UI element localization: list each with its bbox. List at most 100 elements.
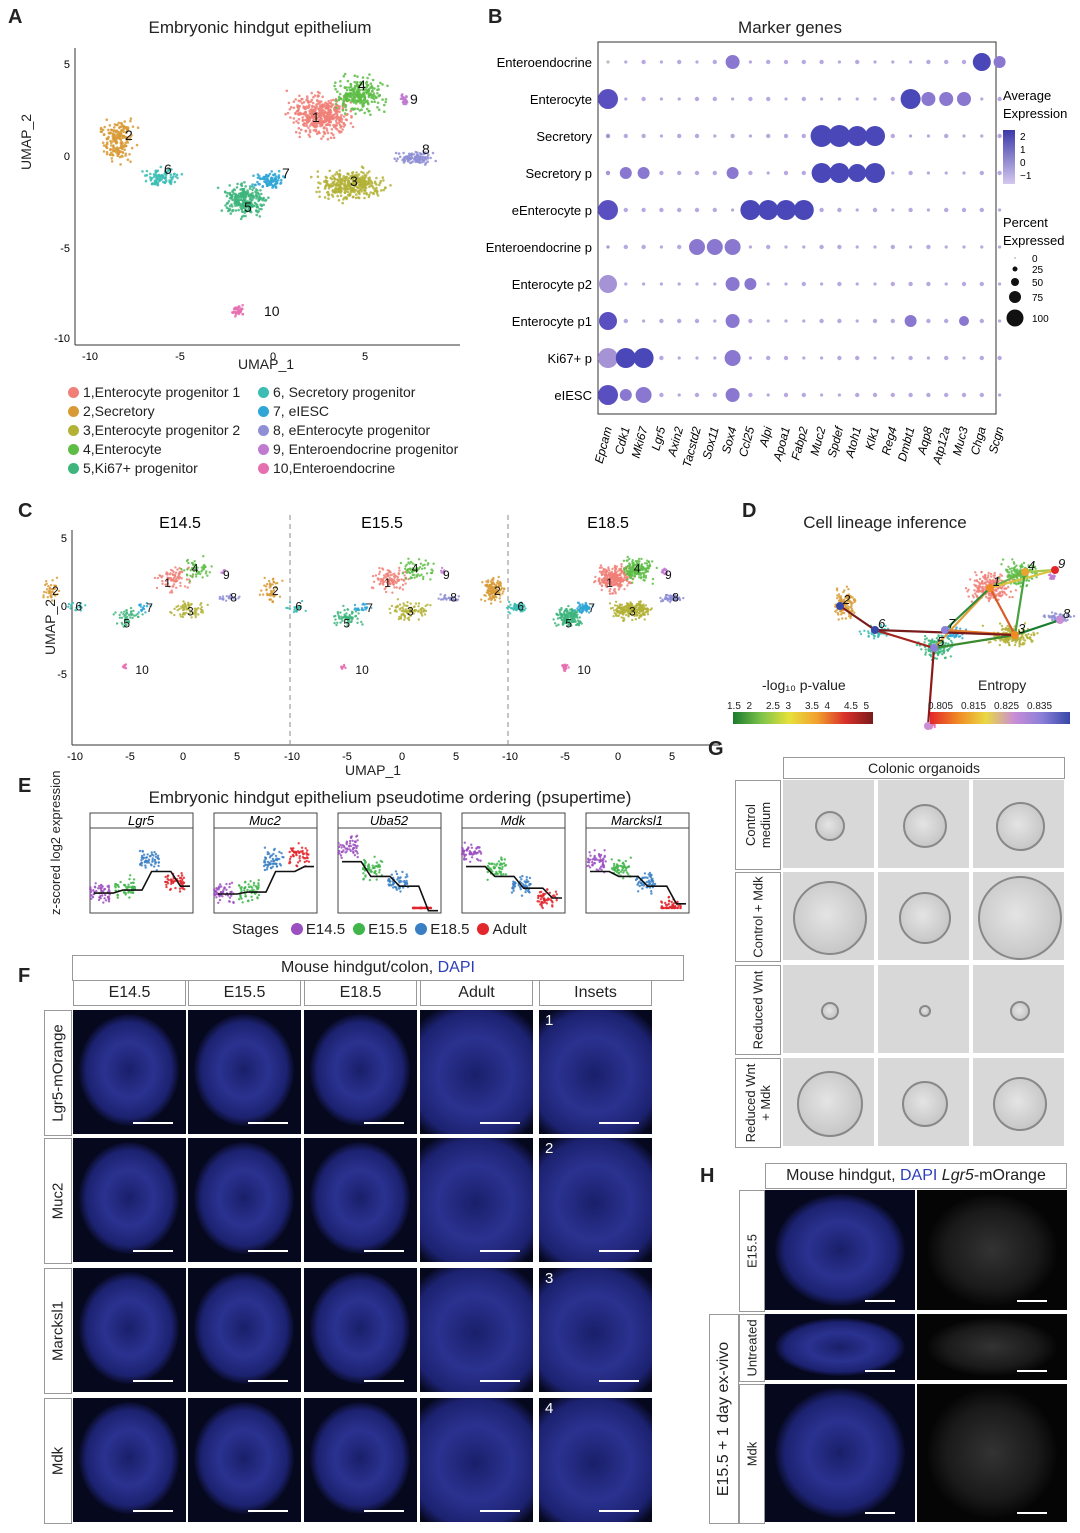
panel-d-label: D	[742, 500, 757, 522]
legend-item: 9, Enteroendocrine progenitor	[258, 441, 458, 457]
dotplot-dot	[694, 170, 700, 176]
inset-number: 3	[545, 1270, 554, 1287]
panel-h-group-text: E15.5 + 1 day ex-vivo	[715, 1341, 732, 1497]
dotplot-dot	[921, 92, 936, 106]
dotplot-dot	[837, 281, 842, 287]
dotplot-dot	[659, 392, 664, 398]
panel-f-dapi: DAPI	[437, 959, 475, 976]
dotplot-dot	[891, 208, 895, 212]
legend-pct-title: Expressed	[1003, 233, 1064, 248]
dotplot-dot	[837, 318, 842, 324]
dotplot-dot	[872, 207, 878, 213]
dotplot-dot	[890, 133, 895, 139]
dotplot-dot	[783, 59, 789, 65]
gene-title: Lgr5	[128, 813, 155, 828]
stage-dot-icon	[477, 923, 490, 935]
cluster-number: 4	[358, 77, 366, 93]
dotplot-dot	[776, 200, 796, 220]
dotplot-dot	[944, 245, 948, 249]
cluster-number: 4	[1028, 558, 1035, 573]
dotplot-dot	[962, 171, 966, 175]
stages-label: Stages	[232, 921, 283, 938]
dotplot-dot	[802, 319, 806, 323]
dotplot-dot	[997, 133, 1002, 139]
dotplot-dot	[909, 60, 913, 64]
scale-bar	[480, 1380, 520, 1382]
dotplot-dot	[961, 281, 967, 287]
dotplot-dot	[784, 282, 788, 286]
dotplot-dot	[659, 282, 663, 286]
dotplot-dot	[623, 244, 628, 250]
legend-label: 8, eEnterocyte progenitor	[273, 422, 431, 438]
dotplot-dot	[873, 282, 877, 286]
panel-f-header: Mouse hindgut/colon, DAPI	[72, 955, 684, 981]
panel-f-row-text: Lgr5-mOrange	[49, 1024, 67, 1122]
cluster-number: 8	[422, 141, 430, 157]
cluster-number: 2	[494, 584, 501, 598]
dotplot-dot	[972, 53, 991, 71]
scale-bar	[364, 1380, 404, 1382]
dotplot-dot	[891, 356, 895, 360]
panel-g-header: Colonic organoids	[783, 757, 1065, 779]
dotplot-dot	[890, 318, 895, 324]
dotplot-dot	[784, 319, 788, 323]
dotplot-dot	[944, 171, 948, 175]
dotplot-dot	[962, 245, 966, 249]
panel-h-suffix: -mOrange	[973, 1167, 1046, 1184]
dotplot-dot	[979, 281, 984, 287]
dotplot-dot	[659, 245, 663, 249]
pval-tick: 2.5	[766, 701, 780, 712]
cluster-number: 3	[629, 605, 636, 619]
panel-h-header: Mouse hindgut, DAPI Lgr5-mOrange	[765, 1163, 1067, 1189]
scale-bar	[248, 1380, 288, 1382]
gene-label: Alpi	[756, 425, 775, 449]
dotplot-dot	[801, 281, 806, 287]
dotplot-dot	[819, 59, 824, 65]
lgr5-channel-image	[917, 1190, 1067, 1310]
dotplot-dot	[979, 318, 984, 324]
panel-e-title: Embryonic hindgut epithelium pseudotime …	[148, 788, 632, 807]
dotplot-dot	[748, 96, 753, 102]
dotplot-dot	[783, 355, 789, 361]
dotplot-dot	[641, 207, 646, 213]
dotplot-dot	[855, 392, 860, 398]
dotplot-row-label: Enterocyte p1	[512, 314, 592, 329]
cluster-number: 10	[355, 663, 369, 677]
dotplot-dot	[908, 392, 913, 398]
panel-h-lgr5: Lgr5	[941, 1167, 974, 1184]
organoid-image	[783, 965, 874, 1053]
cluster-number: 2	[842, 592, 851, 607]
legend-dot-icon	[258, 444, 269, 455]
dotplot-dot	[633, 348, 654, 368]
legend-dot-icon	[68, 444, 79, 455]
legend-label: 1,Enterocyte progenitor 1	[83, 384, 241, 400]
x-tick: -10	[502, 751, 518, 763]
dotplot-dot	[659, 134, 663, 138]
organoid-image	[878, 780, 969, 868]
dapi-channel-image	[765, 1384, 915, 1522]
dotplot-dot	[801, 59, 806, 65]
dotplot-dot	[802, 356, 806, 360]
organoid	[995, 801, 1045, 851]
micrograph	[188, 1010, 301, 1134]
organoid	[902, 1081, 948, 1127]
legend-pct-tick: 75	[1032, 293, 1044, 304]
dotplot-dot	[712, 96, 717, 102]
dotplot-dot	[659, 97, 663, 101]
legend-avg-tick: 1	[1020, 145, 1026, 156]
dotplot-dot	[944, 59, 949, 65]
cluster-number: 2	[52, 584, 59, 598]
dotplot-dot	[997, 170, 1002, 176]
dotplot-dot	[748, 134, 752, 138]
cluster-number: 1	[164, 576, 171, 590]
legend-item: 8, eEnterocyte progenitor	[258, 422, 430, 438]
dotplot-dot	[724, 239, 741, 255]
organoid-image	[973, 780, 1064, 868]
stage-name: E18.5	[430, 921, 470, 938]
dotplot-dot	[908, 355, 913, 361]
lineage-edge	[944, 587, 991, 631]
legend-pct-tick: 100	[1032, 314, 1049, 325]
dotplot-dot	[961, 207, 967, 213]
dotplot-dot	[909, 134, 913, 138]
